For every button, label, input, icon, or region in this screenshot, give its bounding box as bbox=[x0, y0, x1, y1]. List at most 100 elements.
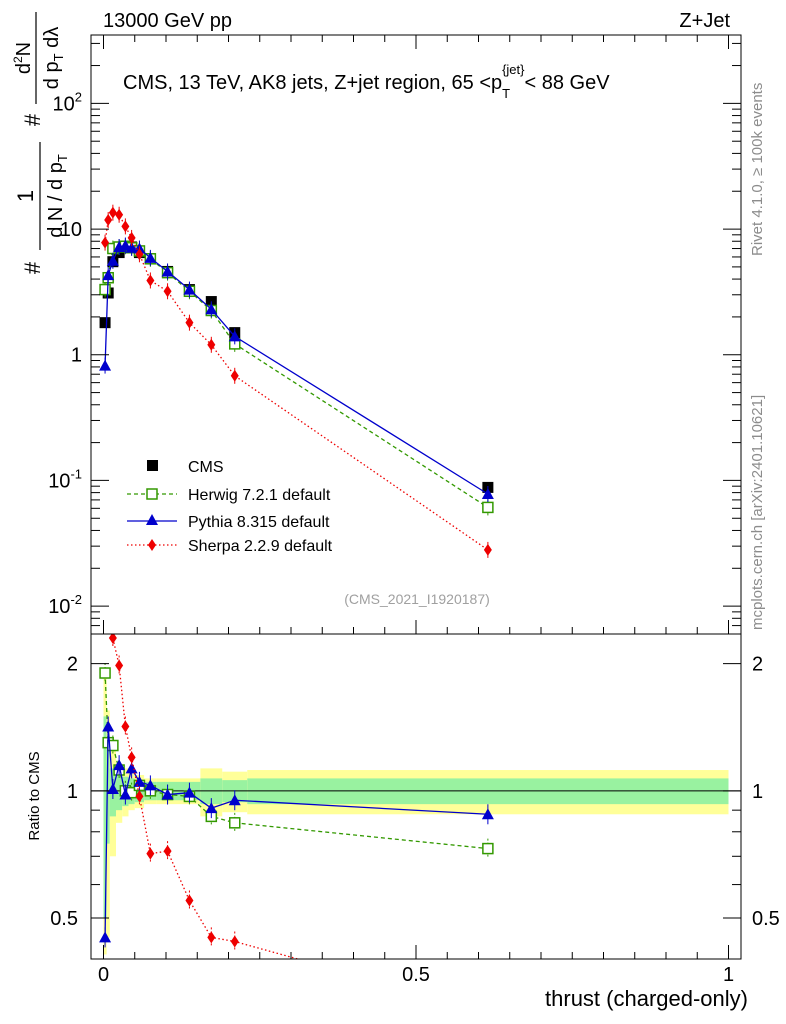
x-tick-label: 0.5 bbox=[402, 964, 430, 986]
legend-label-cms: CMS bbox=[188, 459, 224, 476]
legend-marker-herwig bbox=[146, 488, 158, 500]
ratio-point-sherpa bbox=[163, 845, 172, 858]
data-point-pythia bbox=[106, 254, 119, 266]
data-point-sherpa bbox=[146, 274, 155, 287]
ratio-point-sherpa bbox=[104, 609, 112, 621]
data-point-herwig bbox=[99, 283, 111, 296]
ratio-point-pythia bbox=[125, 762, 138, 774]
legend-marker-sherpa bbox=[148, 539, 156, 551]
ratio-point-sherpa bbox=[121, 720, 130, 733]
y-tick-label-main: 10-1 bbox=[48, 466, 82, 492]
energy-label: 13000 GeV pp bbox=[103, 10, 232, 32]
data-point-pythia bbox=[99, 359, 112, 371]
legend-marker-pythia bbox=[146, 514, 158, 525]
process-label: Z+Jet bbox=[679, 10, 730, 32]
y-tick-label-ratio-right: 0.5 bbox=[752, 908, 780, 930]
ratio-point-sherpa bbox=[207, 931, 216, 944]
data-point-sherpa bbox=[121, 220, 130, 233]
ratio-plot-layer bbox=[91, 517, 741, 959]
ratio-point-sherpa bbox=[127, 751, 136, 764]
ratio-point-sherpa bbox=[108, 634, 117, 644]
ratio-point-pythia bbox=[99, 931, 112, 943]
y-tick-label-main: 1 bbox=[71, 345, 82, 367]
mcplots-site-label: mcplots.cern.ch [arXiv:2401.10621] bbox=[749, 395, 766, 630]
data-point-sherpa bbox=[230, 369, 239, 382]
ratio-point-sherpa bbox=[101, 517, 109, 529]
ratio-line-pythia bbox=[104, 726, 488, 938]
ratio-point-pythia bbox=[144, 779, 157, 791]
axes-layer: 0 0.5 1 10-2 10-1 1 10 102 0.5 0.5 1 1 2 2 bbox=[48, 35, 780, 986]
ratio-point-pythia bbox=[119, 788, 132, 800]
svg-text:d pT dλ: d pT dλ bbox=[41, 27, 66, 89]
band-green-bin bbox=[103, 716, 107, 919]
x-tick-label: 1 bbox=[723, 964, 734, 986]
data-point-sherpa bbox=[127, 231, 136, 244]
ratio-point-pythia bbox=[161, 788, 174, 800]
data-point-pythia bbox=[228, 330, 241, 342]
ratio-point-sherpa bbox=[135, 790, 144, 803]
svg-text:1: 1 bbox=[13, 190, 38, 202]
ratio-point-sherpa bbox=[230, 935, 239, 948]
legend-marker-cms bbox=[147, 460, 158, 471]
analysis-id-label: (CMS_2021_I1920187) bbox=[344, 591, 490, 607]
data-point-sherpa bbox=[108, 206, 117, 219]
rivet-version-label: Rivet 4.1.0, ≥ 100k events bbox=[749, 83, 766, 256]
ratio-point-pythia bbox=[205, 802, 218, 814]
ratio-point-herwig bbox=[99, 667, 111, 679]
main-plot-layer bbox=[99, 204, 494, 558]
x-axis-label: thrust (charged-only) bbox=[545, 986, 748, 1011]
data-point-herwig bbox=[482, 501, 494, 514]
data-point-sherpa bbox=[483, 543, 492, 556]
svg-text:#: # bbox=[20, 113, 45, 126]
data-point-sherpa bbox=[104, 214, 113, 227]
data-point-sherpa bbox=[101, 236, 110, 249]
band-green-bin bbox=[106, 749, 110, 844]
ratio-point-sherpa bbox=[185, 894, 194, 907]
data-point-sherpa bbox=[163, 285, 172, 298]
y-tick-label-main: 102 bbox=[53, 89, 82, 115]
data-point-cms bbox=[99, 317, 111, 329]
svg-text:d N / d pT: d N / d pT bbox=[45, 154, 70, 238]
y-tick-label-ratio-right: 1 bbox=[752, 781, 763, 803]
ratio-point-pythia bbox=[106, 782, 119, 794]
y-tick-label-ratio: 1 bbox=[67, 781, 78, 803]
ratio-line-herwig bbox=[104, 672, 488, 850]
ratio-point-pythia bbox=[481, 808, 494, 820]
data-point-pythia bbox=[183, 283, 196, 295]
x-tick-label: 0 bbox=[98, 964, 109, 986]
ratio-point-herwig bbox=[229, 817, 241, 829]
series-line-herwig bbox=[104, 245, 489, 508]
plot-title: CMS, 13 TeV, AK8 jets, Z+jet region, 65 … bbox=[123, 62, 610, 101]
series-line-pythia bbox=[104, 244, 489, 495]
data-point-pythia bbox=[205, 303, 218, 315]
legend: CMS Herwig 7.2.1 default Pythia 8.315 de… bbox=[127, 459, 333, 555]
ratio-point-herwig bbox=[482, 842, 494, 855]
y-tick-label-main: 10 bbox=[60, 219, 82, 241]
svg-text:#: # bbox=[20, 261, 45, 274]
legend-label-sherpa: Sherpa 2.2.9 default bbox=[188, 538, 333, 555]
y-tick-label-ratio-right: 2 bbox=[752, 654, 763, 676]
ratio-point-pythia bbox=[102, 720, 115, 732]
data-point-sherpa bbox=[207, 338, 216, 351]
data-point-sherpa bbox=[185, 316, 194, 329]
y-axis-label-ratio: Ratio to CMS bbox=[26, 751, 43, 840]
y-tick-label-main: 10-2 bbox=[48, 592, 82, 618]
ratio-point-pythia bbox=[133, 775, 146, 787]
band-green-bin bbox=[116, 773, 123, 811]
data-point-pythia bbox=[481, 487, 494, 499]
svg-text:d2N: d2N bbox=[11, 42, 35, 74]
data-point-pythia bbox=[102, 269, 115, 281]
ratio-point-sherpa bbox=[146, 847, 155, 860]
ratio-uncertainty-bands bbox=[103, 673, 729, 955]
ratio-point-pythia bbox=[113, 759, 126, 771]
y-axis-label-main: # 1 d N / d pT # d2N d pT dλ bbox=[11, 12, 70, 274]
y-tick-label-ratio: 0.5 bbox=[50, 908, 78, 930]
data-point-sherpa bbox=[135, 248, 144, 261]
legend-label-herwig: Herwig 7.2.1 default bbox=[188, 487, 331, 504]
data-point-pythia bbox=[125, 241, 138, 253]
data-point-sherpa bbox=[115, 208, 124, 221]
ratio-point-sherpa bbox=[115, 659, 124, 672]
ratio-point-pythia bbox=[183, 786, 196, 798]
data-point-pythia bbox=[161, 265, 174, 277]
